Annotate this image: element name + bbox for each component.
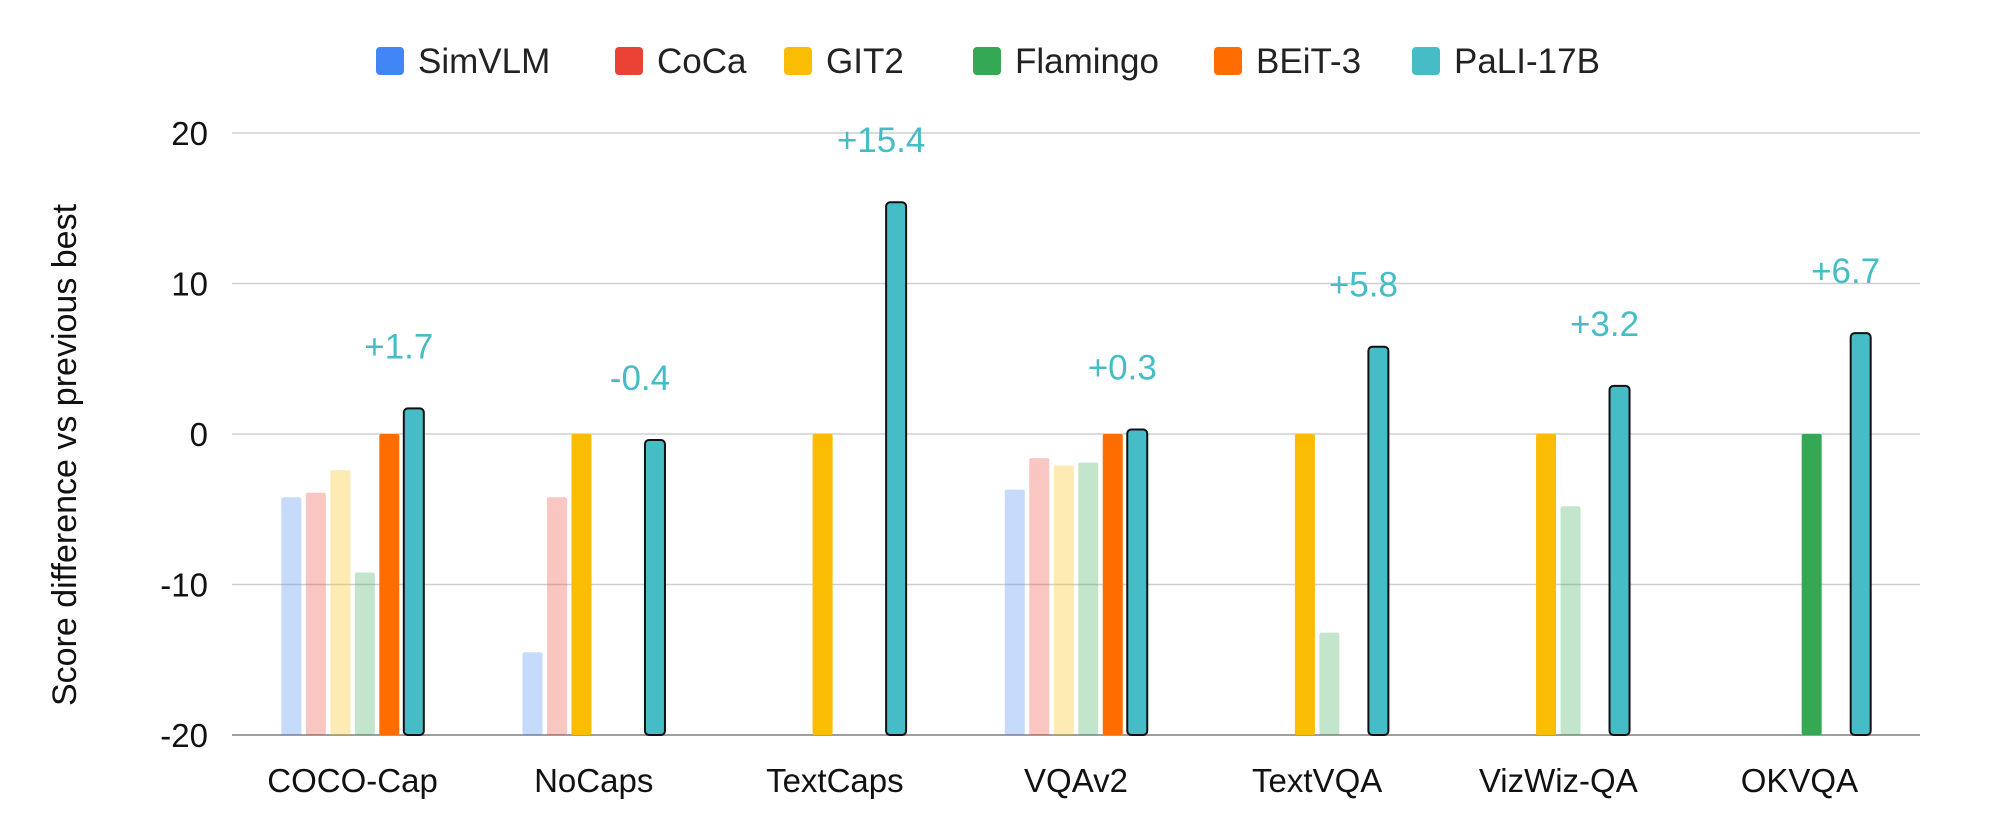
bar-pali-17b-vqav2	[1126, 428, 1149, 736]
data-label: +6.7	[1811, 252, 1880, 291]
legend-label: CoCa	[657, 42, 747, 81]
bar-coca-vqav2	[1029, 458, 1050, 735]
bar-simvlm-coco-cap	[281, 497, 302, 735]
bar-flamingo-coco-cap	[354, 572, 375, 735]
y-axis-label: Score difference vs previous best	[46, 203, 84, 706]
legend-label: Flamingo	[1015, 42, 1159, 81]
legend-item-flamingo: Flamingo	[973, 42, 1159, 81]
data-label: -0.4	[610, 359, 670, 398]
bar-git2-vizwiz-qa	[1536, 434, 1557, 735]
x-tick-label: TextCaps	[766, 762, 904, 799]
bar-git2-textvqa	[1294, 434, 1315, 735]
legend-swatch	[376, 47, 404, 75]
data-label: +5.8	[1329, 266, 1398, 305]
bar-git2-vqav2	[1053, 465, 1074, 735]
bar-flamingo-vizwiz-qa	[1560, 506, 1581, 735]
x-tick-label: OKVQA	[1741, 762, 1858, 799]
legend-swatch	[1412, 47, 1440, 75]
bar-pali-17b-vizwiz-qa	[1608, 384, 1631, 736]
bar-flamingo-okvqa	[1801, 434, 1822, 735]
bar-simvlm-nocaps	[522, 652, 543, 735]
y-tick-label: 10	[171, 266, 208, 303]
bar-pali-17b-textcaps	[885, 201, 908, 737]
legend-item-simvlm: SimVLM	[376, 42, 550, 81]
bar-flamingo-textvqa	[1319, 632, 1340, 735]
x-tick-label: TextVQA	[1252, 762, 1382, 799]
legend-item-git2: GIT2	[784, 42, 904, 81]
legend-item-beit-3: BEiT-3	[1214, 42, 1361, 81]
bar-git2-coco-cap	[330, 470, 351, 735]
bar-git2-nocaps	[571, 434, 592, 735]
y-tick-label: 20	[171, 115, 208, 152]
legend-swatch	[615, 47, 643, 75]
data-label: +0.3	[1088, 348, 1157, 387]
x-tick-label: VizWiz-QA	[1479, 762, 1638, 799]
bar-coca-coco-cap	[305, 492, 326, 735]
data-label: +1.7	[364, 327, 433, 366]
x-tick-label: VQAv2	[1024, 762, 1128, 799]
y-tick-label: -10	[160, 567, 208, 604]
bar-pali-17b-okvqa	[1849, 332, 1872, 736]
legend-swatch	[1214, 47, 1242, 75]
bar-beit-3-vqav2	[1102, 434, 1123, 735]
x-tick-label: NoCaps	[534, 762, 653, 799]
bar-coca-nocaps	[546, 497, 567, 735]
bar-simvlm-vqav2	[1004, 489, 1025, 735]
legend-label: PaLI-17B	[1454, 42, 1600, 81]
x-tick-label: COCO-Cap	[267, 762, 438, 799]
legend-swatch	[973, 47, 1001, 75]
legend-item-coca: CoCa	[615, 42, 747, 81]
bar-pali-17b-coco-cap	[402, 407, 425, 736]
bar-git2-textcaps	[812, 434, 833, 735]
y-tick-label: -20	[160, 717, 208, 754]
y-tick-label: 0	[190, 416, 208, 453]
legend-label: SimVLM	[418, 42, 550, 81]
legend-label: BEiT-3	[1256, 42, 1361, 81]
bar-pali-17b-textvqa	[1367, 345, 1390, 736]
bar-flamingo-vqav2	[1078, 462, 1099, 735]
data-label: +3.2	[1570, 305, 1639, 344]
legend-item-pali-17b: PaLI-17B	[1412, 42, 1600, 81]
legend-swatch	[784, 47, 812, 75]
bar-pali-17b-nocaps	[643, 439, 666, 736]
legend-label: GIT2	[826, 42, 904, 81]
bar-beit-3-coco-cap	[379, 434, 400, 735]
data-label: +15.4	[837, 121, 926, 160]
